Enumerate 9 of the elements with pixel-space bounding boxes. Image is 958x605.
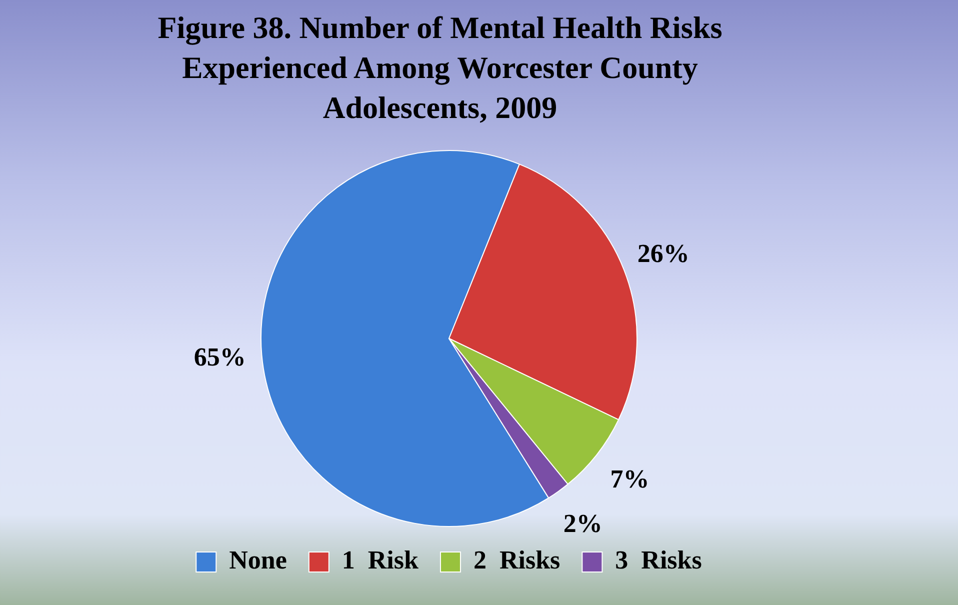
legend-label: 1 Risk [342, 546, 420, 575]
chart-title: Figure 38. Number of Mental Health Risks Experienced Among Worcester County Adolescents, 2009 [156, 9, 724, 127]
data-label: 7% [610, 464, 650, 494]
legend-label: 3 Risks [615, 546, 702, 575]
legend-label: None [229, 546, 287, 575]
data-label: 2% [563, 509, 602, 538]
data-label: 65% [194, 342, 246, 372]
data-label: 26% [637, 239, 690, 268]
legend-label: 2 Risks [473, 546, 560, 575]
